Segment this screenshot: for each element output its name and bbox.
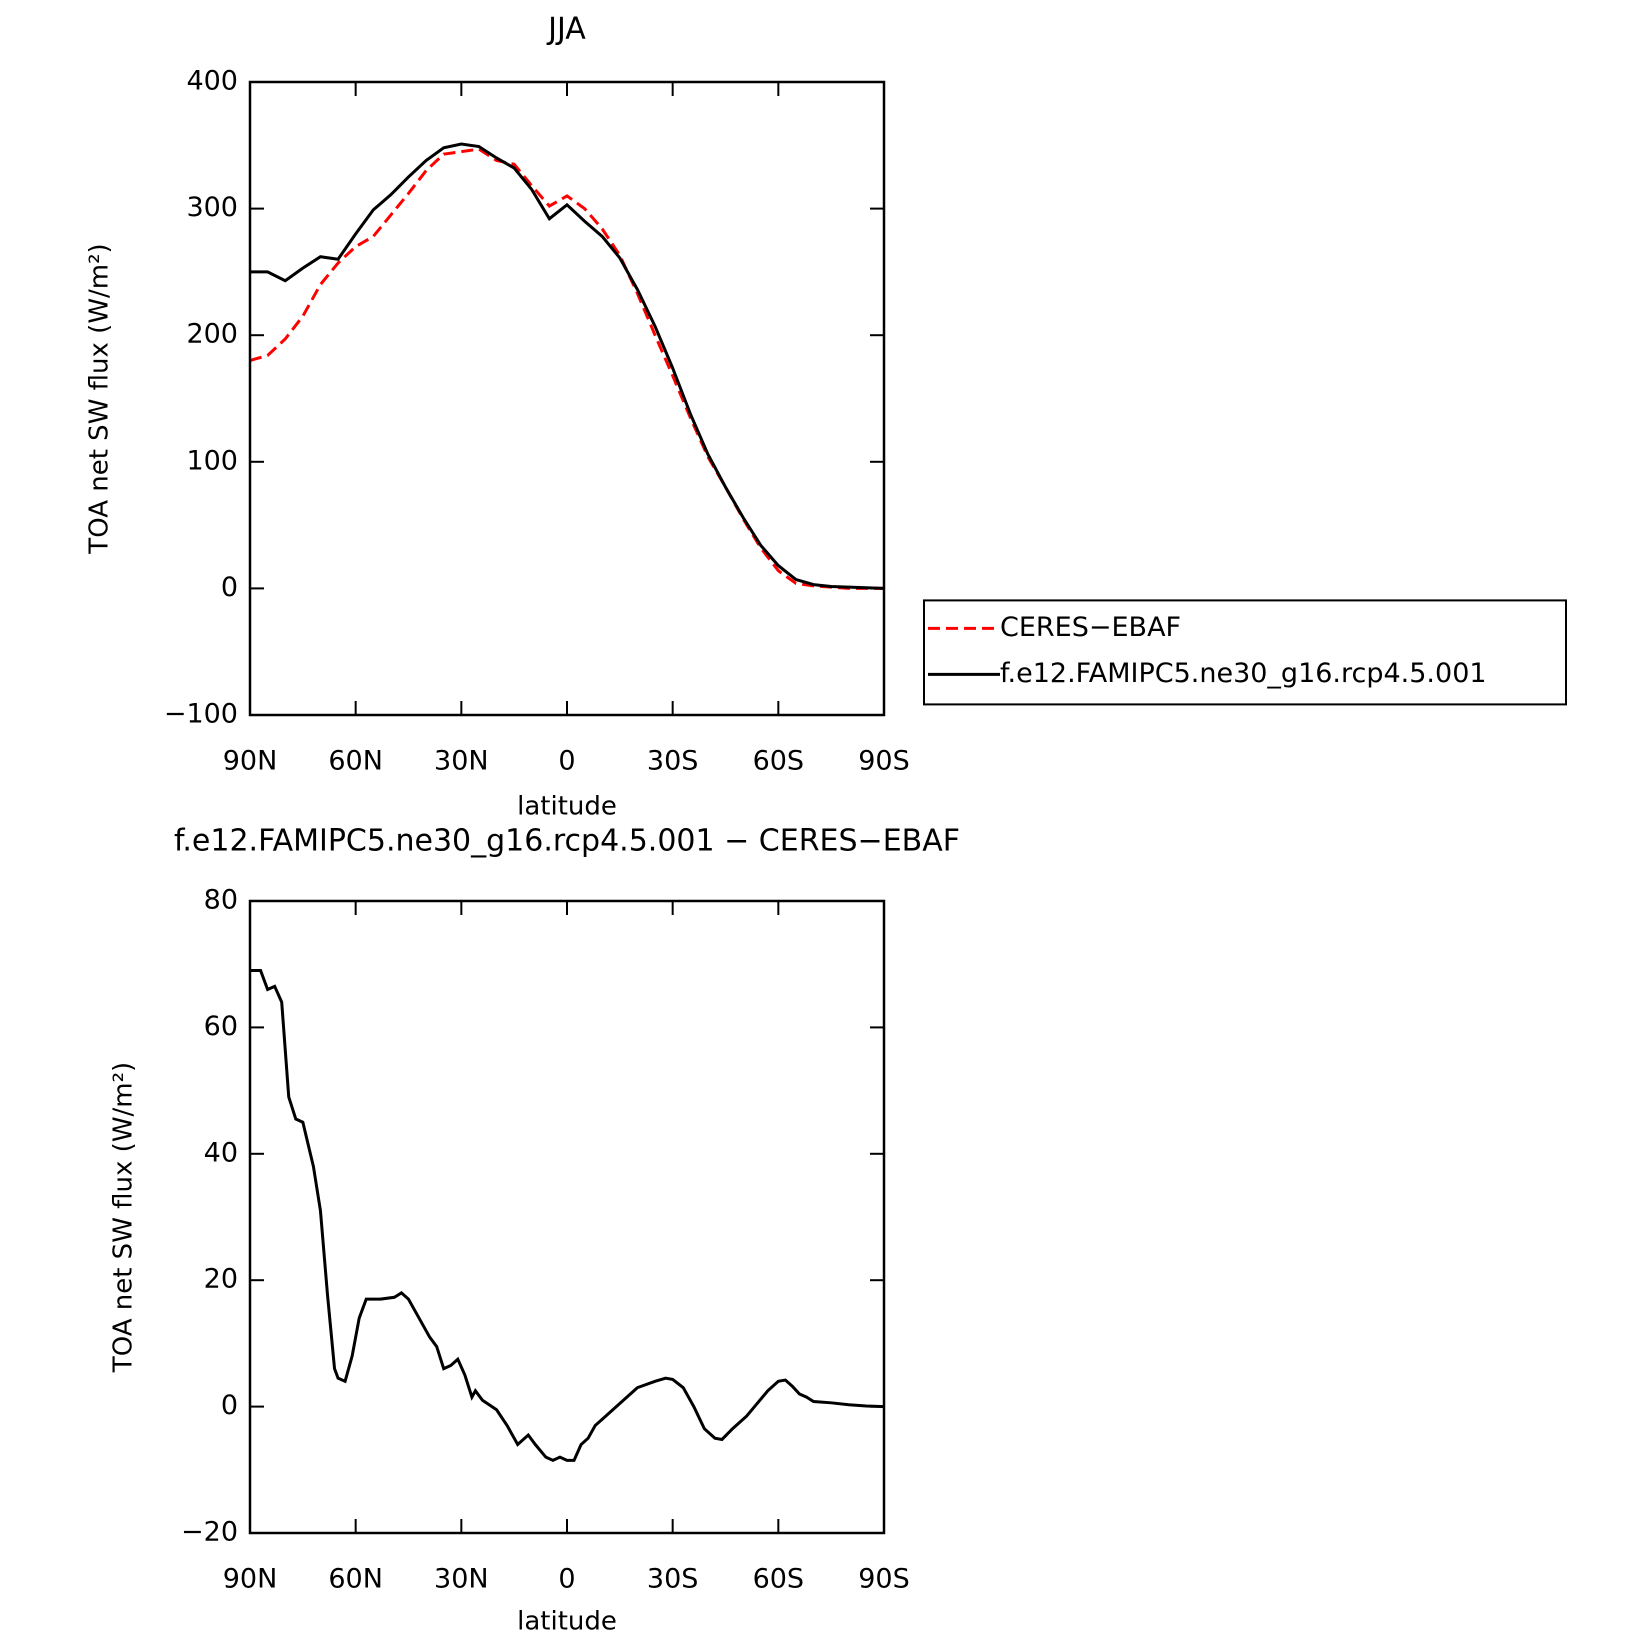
- series-line: [250, 142, 884, 590]
- y-tick-label: 80: [204, 885, 238, 916]
- x-tick-label: 90N: [223, 746, 278, 777]
- x-tick-label: 30N: [434, 1564, 489, 1595]
- y-tick-label: −100: [164, 699, 238, 730]
- x-tick-label: 30S: [647, 1564, 699, 1595]
- x-tick-label: 90S: [858, 1564, 910, 1595]
- plot: JJA −100 0 100 200 300 400 90N 60N 30N 0 30S 60S 90S l…: [85, 12, 1567, 822]
- x-tick-label: 60N: [328, 1564, 383, 1595]
- y-tick-label: 300: [186, 192, 238, 223]
- y-tick-label: 20: [204, 1264, 238, 1295]
- y-tick-label: 0: [221, 572, 238, 603]
- x-tick-label: 90N: [223, 1564, 278, 1595]
- x-tick-label: 90S: [858, 746, 910, 777]
- plot-frame: [248, 80, 886, 717]
- y-tick-label: 400: [186, 66, 238, 97]
- x-axis-label: latitude: [517, 792, 617, 822]
- legend-label: CERES−EBAF: [1000, 612, 1181, 643]
- series-line: [250, 969, 884, 1462]
- x-tick-label: 30N: [434, 746, 489, 777]
- x-tick-label: 30S: [647, 746, 699, 777]
- x-tick-label: 0: [558, 1564, 575, 1595]
- x-tick-label: 60S: [753, 1564, 805, 1595]
- series-line: [250, 147, 884, 590]
- x-axis-label: latitude: [517, 1607, 617, 1631]
- y-tick-label: −20: [181, 1517, 238, 1548]
- x-tick-label: 60N: [328, 746, 383, 777]
- y-tick-label: 40: [204, 1137, 238, 1168]
- chart-title: f.e12.FAMIPC5.ne30_g16.rcp4.5.001 − CERE…: [174, 824, 960, 859]
- plot: f.e12.FAMIPC5.ne30_g16.rcp4.5.001 − CERE…: [109, 824, 961, 1634]
- x-tick-label: 0: [558, 746, 575, 777]
- y-tick-label: 60: [204, 1011, 238, 1042]
- y-axis-label: TOA net SW flux (W/m²): [109, 1062, 139, 1373]
- plot-frame: [248, 899, 886, 1535]
- chart-title: JJA: [546, 12, 586, 47]
- legend-box: [923, 599, 1567, 706]
- y-tick-label: 200: [186, 319, 238, 350]
- y-axis-label: TOA net SW flux (W/m²): [85, 243, 115, 554]
- y-tick-label: 100: [186, 445, 238, 476]
- legend-label: f.e12.FAMIPC5.ne30_g16.rcp4.5.001: [1000, 658, 1487, 689]
- y-tick-label: 0: [221, 1390, 238, 1421]
- x-tick-label: 60S: [753, 746, 805, 777]
